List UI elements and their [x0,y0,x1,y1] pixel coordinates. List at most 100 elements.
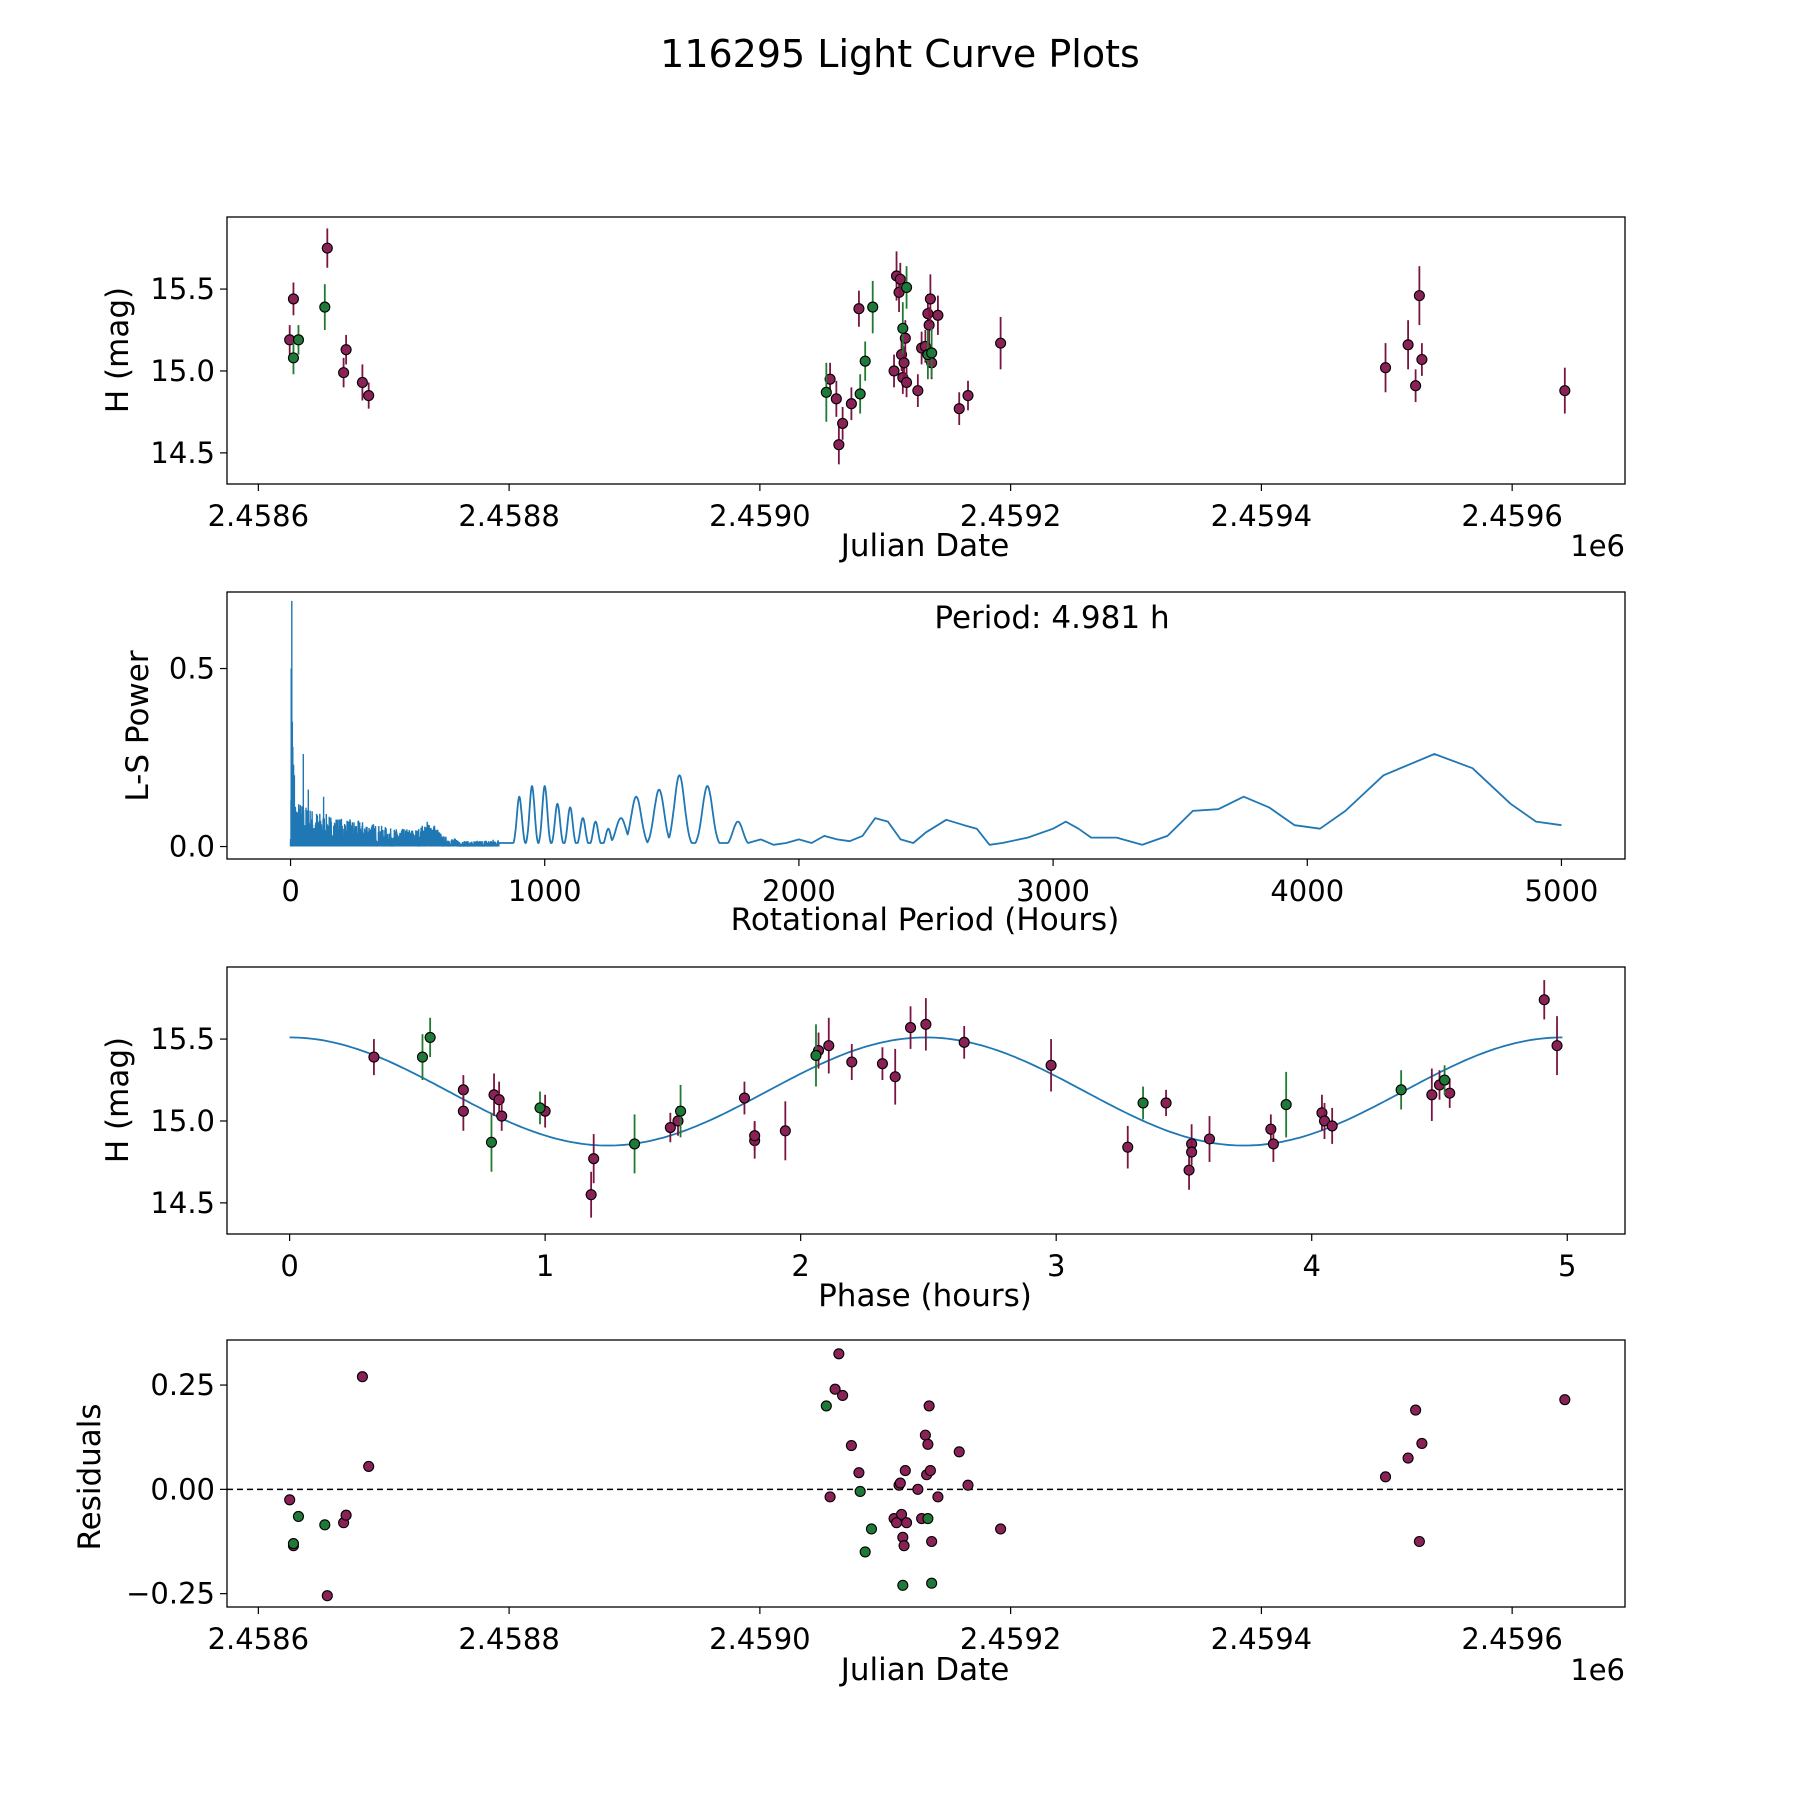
phased-point-green [424,1031,436,1043]
lightcurve-point-magenta [894,273,906,285]
phased-point-magenta [904,1022,917,1034]
lightcurve-point-magenta [338,367,350,379]
residuals-point-green [922,1513,934,1525]
lightcurve-point-magenta [1559,385,1571,397]
phased-ylabel: H (mag) [100,1037,136,1163]
periodogram-noise-forest [289,600,500,847]
periodogram-xtick-label: 1000 [508,874,582,908]
residuals-point-magenta [1379,1471,1392,1483]
residuals-panel: Julian Date Residuals 1e6 2.4586 2.4588 2.… [72,1339,1626,1688]
lightcurve-point-magenta [1402,339,1414,351]
phased-point-green [810,1049,822,1062]
phased-point-magenta [1203,1133,1216,1145]
residuals-xtick-label: 2.4590 [709,1622,810,1656]
phased-xtick-label: 2 [791,1249,809,1283]
phased-ytick-label: 14.5 [150,1186,215,1220]
residuals-point-magenta [932,1491,944,1503]
lightcurve-point-magenta [1379,362,1392,374]
lightcurve-point-magenta [830,393,842,405]
phased-point-magenta [368,1051,380,1063]
periodogram-xtick-label: 5000 [1525,874,1599,908]
lightcurve-xtick-label: 2.4590 [709,499,810,533]
phased-point-magenta [1318,1115,1331,1127]
phased-point-magenta [1265,1123,1277,1135]
phased-point-green [1137,1097,1149,1109]
lightcurve-point-magenta [833,439,845,451]
phased-point-magenta [496,1110,508,1122]
phased-point-magenta [1122,1141,1134,1153]
residuals-point-magenta [356,1371,368,1383]
phased-point-magenta [457,1105,469,1117]
residuals-xtick-label: 2.4586 [208,1622,309,1656]
phased-point-magenta [749,1130,761,1142]
periodogram-xtick-label: 2000 [762,874,836,908]
residuals-point-magenta [894,1477,906,1489]
lightcurve-ylabel: H (mag) [100,287,136,413]
residuals-xtick-label: 2.4594 [1211,1622,1312,1656]
lightcurve-xlabel: Julian Date [839,528,1010,564]
figure-title: 116295 Light Curve Plots [660,32,1140,76]
residuals-ytick-label: 0.00 [150,1472,215,1506]
lightcurve-xtick-label: 2.4586 [208,499,309,533]
lightcurve-point-green [859,355,871,367]
phased-point-magenta [958,1036,970,1048]
phased-fit-curve [289,1036,1563,1147]
lightcurve-point-magenta [962,389,974,402]
lightcurve-ytick-label: 15.0 [150,354,215,388]
periodogram-frame [226,591,1626,860]
lightcurve-point-magenta [837,417,849,429]
residuals-point-green [820,1400,832,1412]
phased-point-magenta [1551,1040,1563,1052]
residuals-point-magenta [824,1491,836,1503]
residuals-xtick-label: 2.4588 [458,1622,559,1656]
phased-point-magenta [738,1092,750,1104]
lightcurve-point-green [867,301,879,313]
lightcurve-point-green [901,281,913,293]
periodogram-line [498,753,1562,846]
residuals-frame [226,1339,1626,1608]
residuals-point-magenta [1402,1452,1414,1464]
lightcurve-point-magenta [287,293,300,305]
phased-point-green [485,1136,498,1148]
residuals-point-magenta [924,1465,936,1477]
phased-xlabel: Phase (hours) [818,1278,1032,1314]
phased-xtick-label: 0 [280,1249,298,1283]
lightcurve-point-magenta [824,373,836,385]
phased-ytick-label: 15.5 [150,1022,215,1056]
phased-point-magenta [1186,1146,1198,1158]
phased-point-magenta [1326,1120,1338,1132]
phased-frame [226,966,1626,1235]
phased-panel: Phase (hours) H (mag) 0 1 2 3 4 5 14.5 15.0 15.5 [100,966,1626,1314]
lightcurve-point-green [820,386,832,398]
lightcurve-point-magenta [356,376,368,388]
lightcurve-panel: Julian Date H (mag) 1e6 2.4586 2.4588 2.45… [100,216,1626,564]
residuals-point-magenta [899,1465,911,1477]
lightcurve-point-magenta [898,357,910,369]
phased-point-magenta [664,1121,676,1134]
lightcurve-point-magenta [924,293,936,305]
phased-point-magenta [889,1071,901,1083]
lightcurve-ytick-label: 14.5 [150,436,215,470]
residuals-point-magenta [922,1438,934,1450]
lightcurve-point-magenta [923,319,935,331]
lightcurve-point-magenta [853,303,865,315]
residuals-point-magenta [340,1509,352,1521]
lightcurve-point-magenta [953,403,965,415]
phased-point-green [416,1051,429,1063]
phased-point-magenta [823,1040,835,1052]
lightcurve-xtick-label: 2.4594 [1211,499,1312,533]
residuals-point-green [926,1577,938,1589]
phased-point-magenta [1045,1059,1057,1071]
phased-point-green [1395,1084,1407,1096]
lightcurve-point-green [292,334,305,346]
residuals-point-magenta [829,1383,841,1395]
phased-point-green [1439,1074,1451,1086]
residuals-point-magenta [995,1523,1007,1535]
residuals-point-magenta [898,1540,910,1552]
periodogram-ytick-label: 0.0 [169,830,215,864]
lightcurve-x-offset: 1e6 [1570,529,1625,563]
phased-point-magenta [672,1115,684,1127]
phased-ytick-label: 15.0 [150,1104,215,1138]
lightcurve-point-magenta [1410,380,1422,392]
